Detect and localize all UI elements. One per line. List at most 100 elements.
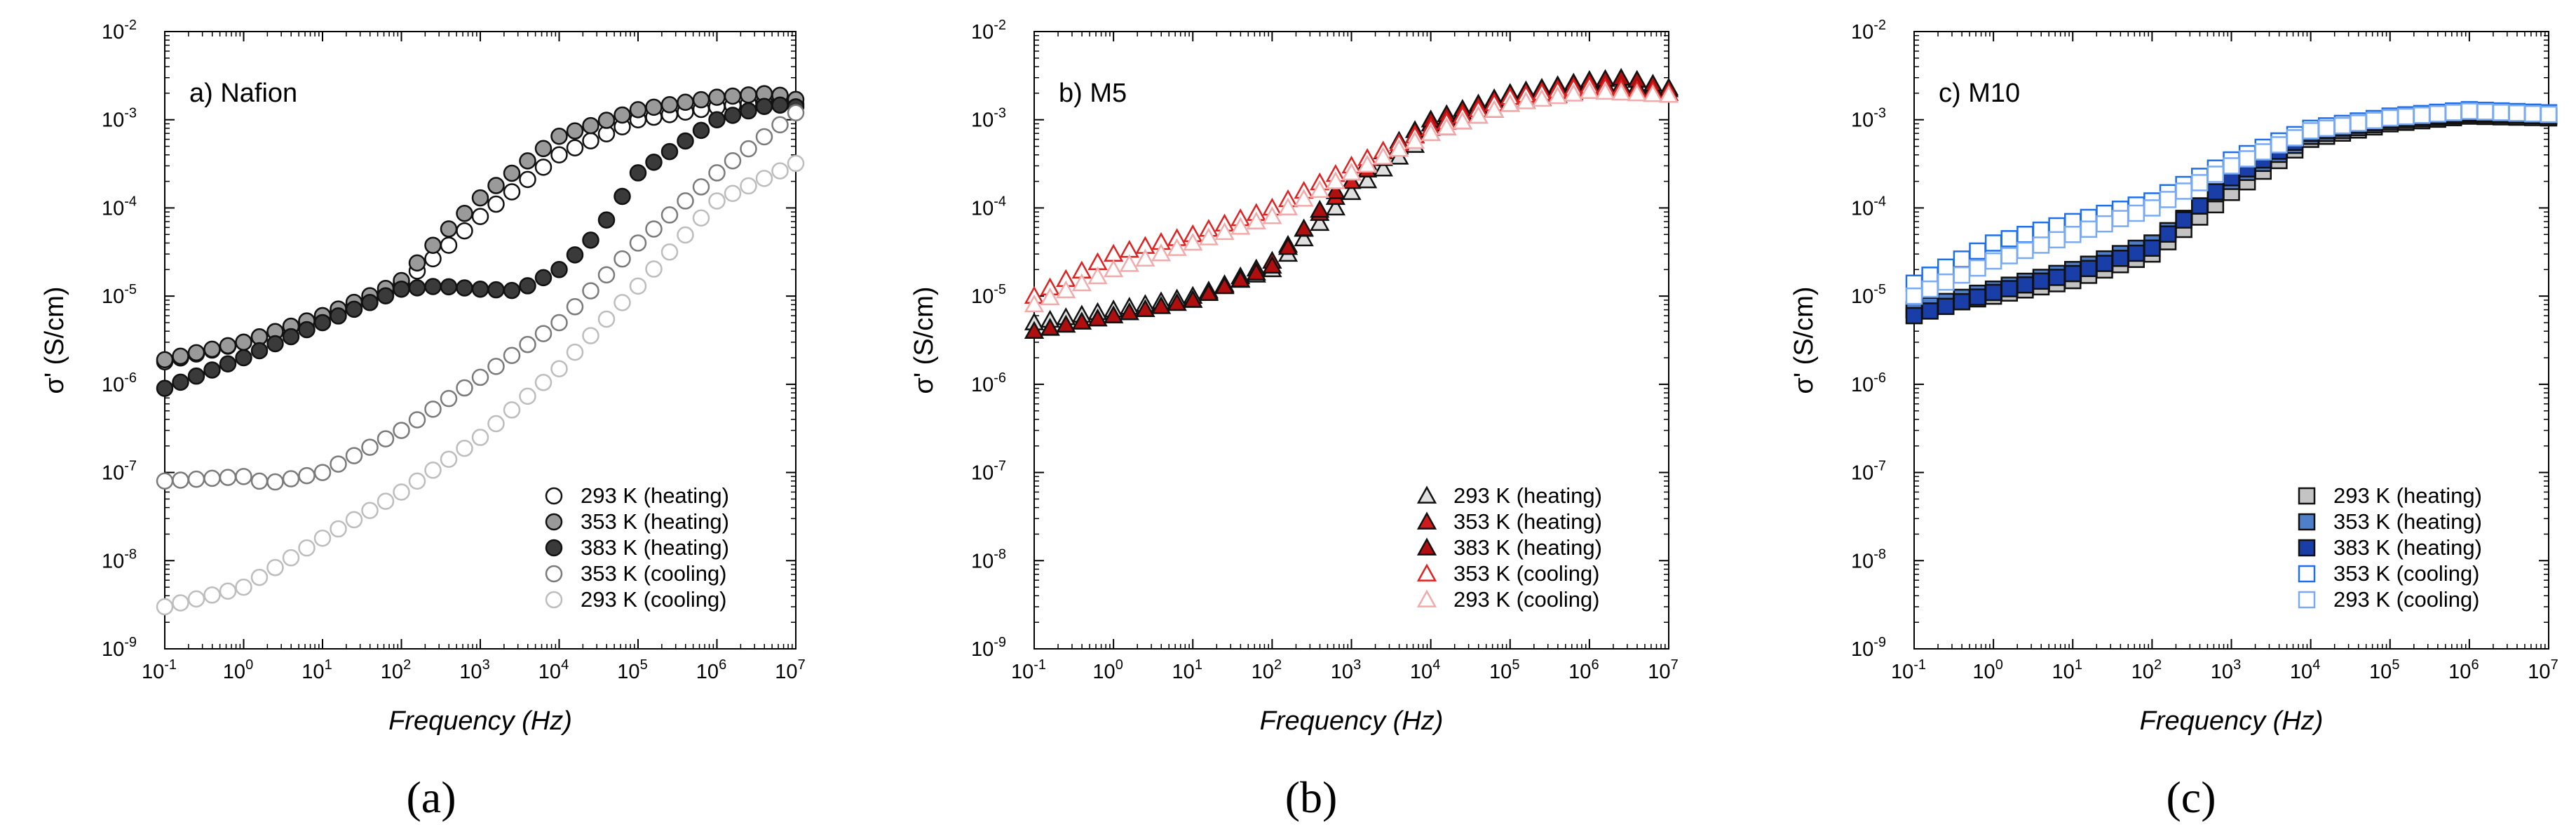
data-point — [1056, 280, 1076, 299]
data-point — [1953, 250, 1971, 268]
data-point — [787, 154, 805, 173]
data-point — [156, 351, 174, 369]
legend-label: 293 K (heating) — [581, 483, 729, 508]
data-point — [172, 347, 189, 365]
data-point — [2540, 105, 2558, 123]
data-point — [2175, 211, 2192, 229]
legend-marker — [1416, 485, 1437, 504]
data-point — [1246, 211, 1266, 230]
data-point — [187, 470, 205, 488]
data-point — [582, 327, 599, 344]
data-point — [1984, 234, 2002, 252]
x-tick-label: 10-1 — [1891, 657, 1926, 683]
data-point — [487, 415, 505, 433]
data-point — [1231, 269, 1251, 288]
x-tick-label: 100 — [223, 657, 253, 683]
data-point — [235, 468, 252, 485]
data-point — [2127, 244, 2145, 262]
data-point — [235, 349, 252, 367]
data-point — [2365, 112, 2383, 129]
data-point — [1310, 199, 1330, 218]
data-point — [1104, 305, 1124, 323]
data-point — [2016, 276, 2034, 294]
data-point — [266, 335, 284, 353]
data-point — [2064, 226, 2082, 243]
legend-label: 353 K (cooling) — [1453, 561, 1600, 586]
data-point — [597, 310, 616, 328]
data-point — [250, 568, 269, 586]
data-point — [203, 586, 221, 604]
data-point — [2318, 119, 2336, 137]
data-point — [503, 183, 521, 201]
data-point — [298, 539, 316, 557]
data-point — [1104, 243, 1124, 262]
x-tick-label: 10-1 — [1011, 657, 1046, 683]
data-point — [1547, 86, 1568, 105]
data-point — [566, 122, 584, 140]
x-tick-label: 107 — [2528, 657, 2558, 683]
data-point — [313, 529, 332, 547]
data-point — [172, 471, 189, 489]
legend: 293 K (heating)353 K (heating)383 K (hea… — [2298, 483, 2482, 612]
data-point — [1437, 117, 1457, 135]
legend: 293 K (heating)353 K (heating)383 K (hea… — [545, 483, 729, 612]
data-point — [471, 280, 489, 298]
data-point — [692, 209, 710, 227]
data-point — [471, 208, 489, 225]
data-point — [1262, 255, 1282, 274]
data-point — [629, 101, 647, 119]
data-point — [597, 112, 616, 129]
data-point — [771, 96, 789, 114]
data-point — [487, 281, 505, 299]
data-point — [1969, 259, 1986, 277]
x-tick-label: 102 — [381, 657, 411, 683]
data-point — [740, 86, 757, 104]
data-point — [1484, 100, 1505, 118]
data-point — [582, 132, 599, 149]
data-point — [440, 389, 458, 408]
data-point — [534, 374, 553, 391]
data-point — [1040, 318, 1060, 336]
data-point — [614, 187, 631, 206]
data-point — [172, 594, 189, 612]
panel-title: a) Nafion — [189, 79, 297, 108]
data-point — [2492, 104, 2510, 121]
data-point — [471, 429, 489, 446]
data-point — [1937, 273, 1955, 291]
data-point — [1119, 254, 1139, 272]
data-point — [519, 277, 536, 295]
data-point — [393, 483, 410, 501]
data-point — [2191, 174, 2209, 191]
data-point — [2159, 191, 2177, 208]
data-point — [219, 355, 237, 372]
legend-marker — [1416, 511, 1437, 530]
legend-label: 383 K (heating) — [581, 535, 729, 560]
panel-title: b) M5 — [1059, 79, 1127, 108]
data-point — [266, 558, 284, 577]
data-point — [1119, 302, 1139, 321]
y-tick-label: 10-2 — [1851, 18, 1886, 43]
y-tick-label: 10-8 — [971, 546, 1006, 572]
data-point — [677, 192, 694, 210]
data-point — [456, 205, 473, 222]
y-tick-label: 10-3 — [971, 106, 1006, 132]
legend-label: 383 K (heating) — [1453, 535, 1602, 560]
data-point — [708, 164, 726, 182]
x-axis-title: Frequency (Hz) — [388, 706, 572, 736]
data-point — [582, 282, 599, 300]
data-point — [2159, 225, 2177, 243]
data-point — [219, 582, 237, 600]
data-point — [1151, 296, 1172, 314]
data-point — [503, 347, 521, 364]
data-point — [614, 294, 631, 311]
data-point — [614, 250, 631, 268]
y-tick-label: 10-5 — [102, 282, 137, 308]
data-point — [1325, 197, 1345, 216]
data-point — [2048, 269, 2066, 286]
data-point — [2016, 241, 2034, 260]
x-tick-label: 100 — [1092, 657, 1123, 683]
data-point — [1984, 252, 2002, 270]
data-point — [298, 466, 316, 485]
data-point — [708, 88, 726, 106]
x-tick-label: 103 — [1331, 657, 1361, 683]
